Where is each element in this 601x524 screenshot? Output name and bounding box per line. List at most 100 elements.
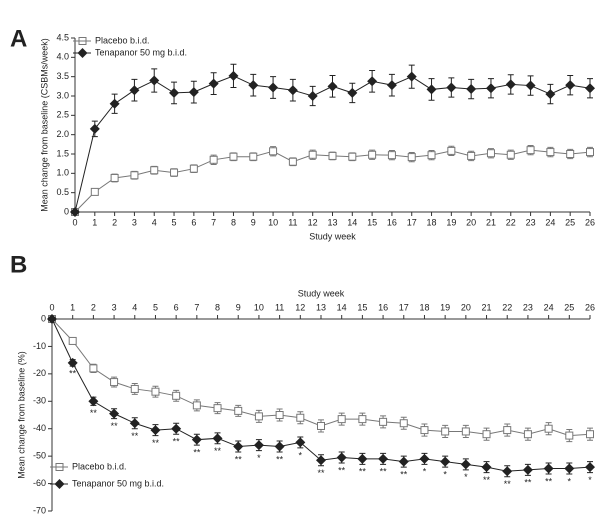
marker	[565, 431, 574, 440]
marker	[253, 440, 264, 451]
significance: *	[443, 469, 447, 479]
x-tick-label: 0	[72, 217, 77, 227]
significance: **	[359, 467, 367, 477]
marker	[441, 427, 450, 436]
marker	[467, 151, 476, 160]
marker	[348, 152, 357, 161]
significance: **	[545, 476, 553, 486]
significance: **	[338, 465, 346, 475]
x-tick-label: 15	[367, 217, 377, 227]
marker	[585, 462, 595, 473]
marker	[130, 171, 139, 180]
marker	[67, 357, 78, 368]
significance: **	[69, 369, 77, 379]
panel-label: B	[10, 251, 27, 278]
marker	[482, 430, 491, 439]
marker	[506, 150, 515, 159]
marker	[378, 453, 389, 464]
significance: *	[588, 475, 592, 485]
marker	[233, 441, 244, 452]
y-tick-label: 1.5	[56, 148, 69, 158]
marker	[466, 84, 477, 95]
marker	[420, 426, 429, 435]
x-tick-label: 6	[174, 302, 179, 312]
marker	[212, 433, 223, 444]
marker	[150, 166, 159, 175]
y-tick-label: -70	[33, 505, 46, 515]
marker	[485, 83, 496, 94]
x-tick-label: 22	[502, 302, 512, 312]
x-tick-label: 22	[506, 217, 516, 227]
marker	[586, 430, 594, 439]
marker	[357, 453, 368, 464]
x-tick-label: 17	[407, 217, 417, 227]
marker	[427, 151, 436, 160]
significance: *	[299, 450, 303, 460]
y-tick-label: -40	[33, 423, 46, 433]
marker	[192, 401, 201, 410]
y-tick-label: 2.0	[56, 129, 69, 139]
x-tick-label: 10	[254, 302, 264, 312]
marker	[269, 147, 278, 156]
marker	[288, 157, 297, 166]
x-tick-label: 25	[564, 302, 574, 312]
x-tick-label: 20	[466, 217, 476, 227]
marker	[447, 146, 456, 155]
marker	[368, 150, 377, 159]
marker	[379, 417, 388, 426]
marker	[525, 80, 536, 91]
marker	[426, 84, 437, 95]
marker	[406, 71, 417, 82]
x-tick-label: 2	[112, 217, 117, 227]
marker	[149, 75, 160, 86]
marker	[90, 187, 99, 196]
significance: **	[214, 446, 222, 456]
marker	[367, 76, 378, 87]
marker	[275, 411, 284, 419]
x-tick-label: 3	[112, 302, 117, 312]
x-tick-label: 7	[211, 217, 216, 227]
marker	[440, 456, 451, 467]
marker	[191, 434, 202, 445]
marker	[189, 164, 198, 173]
legend-label: Placebo b.i.d.	[72, 461, 127, 471]
significance: *	[257, 453, 261, 463]
marker	[398, 456, 409, 467]
marker	[109, 98, 120, 109]
marker	[327, 81, 338, 92]
marker	[172, 391, 181, 400]
x-tick-label: 4	[132, 302, 137, 312]
marker	[130, 384, 139, 393]
marker	[88, 396, 99, 407]
x-tick-label: 13	[316, 302, 326, 312]
y-tick-label: 0.5	[56, 187, 69, 197]
marker	[460, 459, 471, 470]
significance: **	[90, 408, 98, 418]
y-tick-label: 0	[41, 313, 46, 323]
marker	[358, 415, 367, 424]
marker	[566, 150, 575, 158]
marker	[503, 426, 512, 435]
marker	[129, 418, 140, 429]
x-tick-label: 26	[585, 302, 595, 312]
marker	[274, 441, 285, 452]
y-tick-label: 3.0	[56, 90, 69, 100]
y-tick-label: -20	[33, 368, 46, 378]
marker	[208, 78, 219, 89]
x-tick-label: 5	[172, 217, 177, 227]
x-tick-label: 25	[565, 217, 575, 227]
x-tick-label: 6	[191, 217, 196, 227]
marker	[586, 148, 594, 157]
marker	[481, 462, 492, 473]
marker	[399, 419, 408, 428]
marker	[337, 415, 346, 424]
x-tick-label: 16	[387, 217, 397, 227]
y-tick-label: -60	[33, 478, 46, 488]
x-tick-label: 18	[419, 302, 429, 312]
x-tick-label: 26	[585, 217, 595, 227]
marker	[170, 168, 179, 177]
significance: **	[152, 438, 160, 448]
x-tick-label: 14	[347, 217, 357, 227]
x-tick-label: 0	[49, 302, 54, 312]
x-tick-label: 11	[288, 217, 297, 227]
